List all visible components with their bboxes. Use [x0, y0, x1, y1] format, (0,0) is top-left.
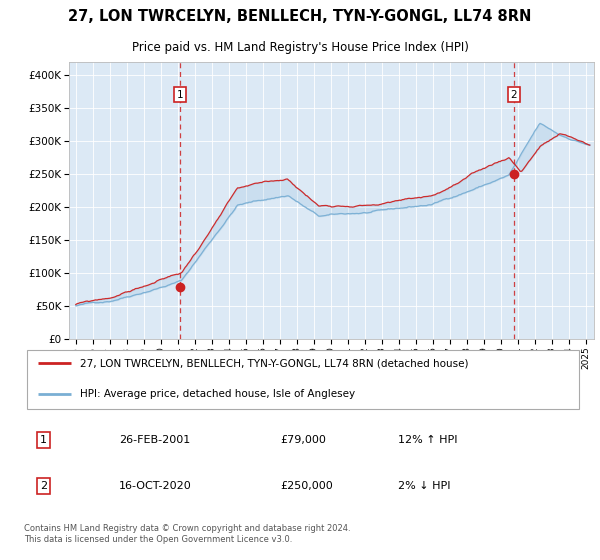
- Text: £79,000: £79,000: [281, 435, 326, 445]
- Text: 2: 2: [511, 90, 517, 100]
- Text: HPI: Average price, detached house, Isle of Anglesey: HPI: Average price, detached house, Isle…: [80, 389, 355, 399]
- Text: 2: 2: [40, 481, 47, 491]
- Text: 1: 1: [177, 90, 184, 100]
- Text: 27, LON TWRCELYN, BENLLECH, TYN-Y-GONGL, LL74 8RN: 27, LON TWRCELYN, BENLLECH, TYN-Y-GONGL,…: [68, 9, 532, 24]
- Text: Price paid vs. HM Land Registry's House Price Index (HPI): Price paid vs. HM Land Registry's House …: [131, 40, 469, 54]
- Text: 12% ↑ HPI: 12% ↑ HPI: [398, 435, 457, 445]
- Text: 16-OCT-2020: 16-OCT-2020: [119, 481, 191, 491]
- Text: Contains HM Land Registry data © Crown copyright and database right 2024.
This d: Contains HM Land Registry data © Crown c…: [24, 524, 350, 544]
- Text: 27, LON TWRCELYN, BENLLECH, TYN-Y-GONGL, LL74 8RN (detached house): 27, LON TWRCELYN, BENLLECH, TYN-Y-GONGL,…: [80, 358, 469, 368]
- Text: 26-FEB-2001: 26-FEB-2001: [119, 435, 190, 445]
- Text: £250,000: £250,000: [281, 481, 334, 491]
- FancyBboxPatch shape: [27, 350, 579, 409]
- Text: 1: 1: [40, 435, 47, 445]
- Text: 2% ↓ HPI: 2% ↓ HPI: [398, 481, 451, 491]
